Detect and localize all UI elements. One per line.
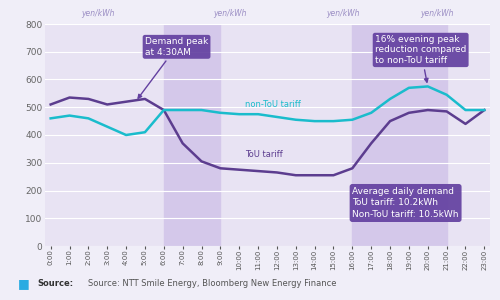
Text: non-ToU tariff: non-ToU tariff — [245, 100, 300, 109]
Text: ToU tariff: ToU tariff — [245, 150, 282, 159]
Text: yen/kWh: yen/kWh — [420, 9, 454, 18]
Text: Source:: Source: — [38, 279, 74, 288]
Text: yen/kWh: yen/kWh — [213, 9, 246, 18]
Text: yen/kWh: yen/kWh — [326, 9, 360, 18]
Text: Demand peak
at 4:30AM: Demand peak at 4:30AM — [138, 37, 208, 98]
Text: Average daily demand
ToU tariff: 10.2kWh
Non-ToU tariff: 10.5kWh: Average daily demand ToU tariff: 10.2kWh… — [352, 187, 459, 219]
Bar — [164, 24, 220, 246]
Text: yen/kWh: yen/kWh — [81, 9, 114, 18]
Text: ■: ■ — [18, 277, 29, 290]
Text: 16% evening peak
reduction compared
to non-ToU tariff: 16% evening peak reduction compared to n… — [375, 35, 466, 82]
Text: Source: NTT Smile Energy, Bloomberg New Energy Finance: Source: NTT Smile Energy, Bloomberg New … — [88, 279, 336, 288]
Bar — [352, 24, 446, 246]
